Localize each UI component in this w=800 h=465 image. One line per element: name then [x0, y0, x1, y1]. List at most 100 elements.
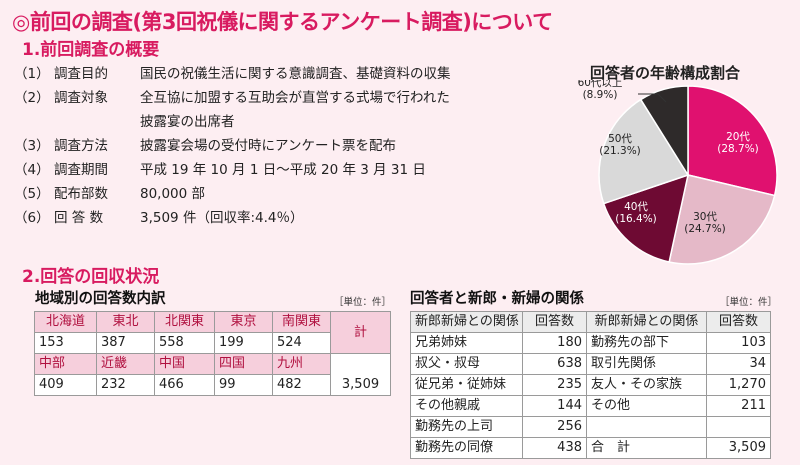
table-row: 従兄弟・従姉妹 235 友人・その家族 1,270	[410, 374, 771, 396]
overview-number: （2）	[14, 90, 50, 106]
count-cell: 34	[706, 353, 771, 375]
overview-number: （5）	[14, 186, 50, 202]
region-header: 九州	[272, 353, 331, 375]
region-value: 387	[96, 332, 155, 354]
regional-table-title: 地域別の回答数内訳	[35, 291, 166, 307]
pie-label-name: 20代	[726, 131, 750, 143]
relation-table: 新郎新婦との関係 回答数 新郎新婦との関係 回答数 兄弟姉妹 180 勤務先の部…	[410, 311, 771, 459]
relation-cell: 兄弟姉妹	[410, 332, 523, 354]
count-cell	[706, 416, 771, 438]
pie-slice-1	[668, 174, 776, 265]
region-header: 中国	[154, 353, 215, 375]
overview-value: 3,509 件（回収率:4.4％）	[140, 210, 304, 226]
count-cell: 256	[522, 416, 587, 438]
leader-line	[638, 93, 667, 103]
overview-value: 披露宴会場の受付時にアンケート票を配布	[140, 138, 396, 154]
pie-label-name: 50代	[608, 133, 632, 145]
table-row: 153 387 558 199 524	[34, 332, 391, 354]
count-cell: 144	[522, 395, 587, 417]
relation-cell: 叔父・叔母	[410, 353, 523, 375]
pie-label-name: 40代	[624, 201, 648, 213]
count-cell: 438	[522, 437, 587, 459]
table-row: 北海道 東北 北関東 東京 南関東 計	[34, 311, 391, 354]
count-cell: 180	[522, 332, 587, 354]
count-cell: 103	[706, 332, 771, 354]
count-cell: 235	[522, 374, 587, 396]
region-header: 近畿	[96, 353, 155, 375]
table-row: 新郎新婦との関係 回答数 新郎新婦との関係 回答数	[410, 311, 771, 333]
relation-cell: 勤務先の同僚	[410, 437, 523, 459]
pie-chart-title: 回答者の年齢構成割合	[590, 64, 741, 82]
region-value: 466	[154, 374, 215, 396]
relation-header: 新郎新婦との関係	[410, 311, 523, 333]
count-cell: 638	[522, 353, 587, 375]
relation-cell: 勤務先の部下	[586, 332, 707, 354]
count-cell: 1,270	[706, 374, 771, 396]
overview-number: （4）	[14, 162, 50, 178]
overview-value: 国民の祝儀生活に関する意識調査、基礎資料の収集	[140, 66, 451, 82]
region-header: 北海道	[34, 311, 97, 333]
region-value: 199	[214, 332, 273, 354]
pie-slice-3	[598, 98, 690, 205]
relation-cell: その他親戚	[410, 395, 523, 417]
regional-unit: ［単位：件］	[334, 297, 392, 308]
relation-unit: ［単位：件］	[720, 297, 778, 308]
region-value: 524	[272, 332, 331, 354]
pie-label-label: (16.4%)	[615, 213, 657, 225]
overview-label: 配布部数	[54, 186, 108, 202]
relation-cell: 従兄弟・従姉妹	[410, 374, 523, 396]
age-pie-chart: 20代(28.7%) 30代(24.7%) 40代(16.4%) 50代(21.3%)…	[578, 80, 778, 265]
pie-label-label: (28.7%)	[717, 143, 759, 155]
region-header: 北関東	[154, 311, 215, 333]
count-cell: 211	[706, 395, 771, 417]
pie-label-name: 30代	[693, 211, 717, 223]
overview-value: 全互協に加盟する互助会が直営する式場で行われた	[140, 90, 450, 106]
total-header: 計	[330, 311, 391, 354]
table-row: 勤務先の同僚 438 合 計 3,509	[410, 437, 771, 459]
region-value: 558	[154, 332, 215, 354]
pie-slice-0	[687, 85, 778, 197]
pie-label-label: (21.3%)	[599, 145, 641, 157]
count-header: 回答数	[706, 311, 771, 333]
total-count: 3,509	[706, 437, 771, 459]
pie-label-name: 60代以上	[578, 80, 623, 89]
total-value: 3,509	[330, 353, 391, 396]
region-header: 東京	[214, 311, 273, 333]
overview-label: 調査対象	[54, 90, 108, 106]
region-header: 四国	[214, 353, 273, 375]
relation-cell: 友人・その家族	[586, 374, 707, 396]
region-value: 482	[272, 374, 331, 396]
table-row: その他親戚 144 その他 211	[410, 395, 771, 417]
overview-label: 調査期間	[54, 162, 108, 178]
table-row: 兄弟姉妹 180 勤務先の部下 103	[410, 332, 771, 354]
region-header: 中部	[34, 353, 97, 375]
region-value: 153	[34, 332, 97, 354]
region-value: 232	[96, 374, 155, 396]
relation-cell: 勤務先の上司	[410, 416, 523, 438]
page-title: ◎前回の調査(第3回祝儀に関するアンケート調査)について	[12, 10, 553, 34]
region-header: 東北	[96, 311, 155, 333]
relation-header: 新郎新婦との関係	[586, 311, 707, 333]
overview-number: （1）	[14, 66, 50, 82]
region-value: 99	[214, 374, 273, 396]
overview-number: （6）	[14, 210, 50, 226]
relation-table-title: 回答者と新郎・新婦の関係	[410, 291, 584, 307]
section1-heading: 1.前回調査の概要	[22, 40, 160, 60]
table-row: 勤務先の上司 256	[410, 416, 771, 438]
overview-value: 平成 19 年 10 月 1 日〜平成 20 年 3 月 31 日	[140, 162, 426, 178]
region-value: 409	[34, 374, 97, 396]
overview-label: 調査目的	[54, 66, 108, 82]
overview-label: 回 答 数	[54, 210, 104, 226]
relation-cell: その他	[586, 395, 707, 417]
pie-slice-4	[639, 85, 689, 178]
total-label: 合 計	[586, 437, 707, 459]
table-row: 叔父・叔母 638 取引先関係 34	[410, 353, 771, 375]
overview-label: 調査方法	[54, 138, 108, 154]
count-header: 回答数	[522, 311, 587, 333]
overview-target-continuation: 披露宴の出席者	[140, 114, 235, 130]
pie-label-label: (8.9%)	[583, 89, 618, 101]
relation-cell	[586, 416, 707, 438]
overview-value: 80,000 部	[140, 186, 206, 202]
section2-heading: 2.回答の回収状況	[22, 267, 160, 287]
relation-cell: 取引先関係	[586, 353, 707, 375]
